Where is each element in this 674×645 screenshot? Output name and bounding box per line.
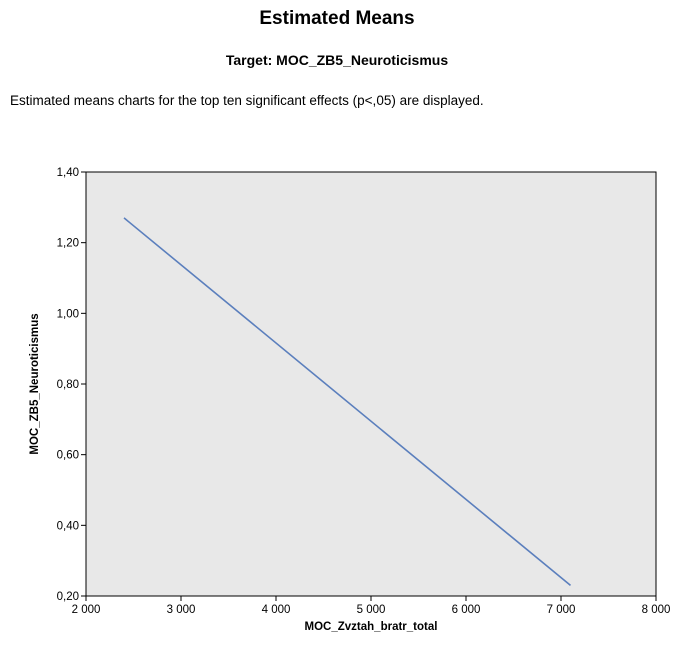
x-axis-ticks: 2 000 3 000 4 000 5 000 6 000 7 000 8 000 (72, 596, 671, 616)
y-tick-label: 1,40 (57, 167, 79, 179)
x-tick-label: 4 000 (262, 604, 291, 616)
x-tick-label: 2 000 (72, 604, 101, 616)
chart-note: Estimated means charts for the top ten s… (10, 93, 484, 108)
x-axis-title: MOC_Zvztah_bratr_total (305, 621, 438, 633)
x-tick-label: 8 000 (642, 604, 671, 616)
plot-area (85, 171, 657, 597)
x-tick-label: 6 000 (452, 604, 481, 616)
estimated-means-line (123, 217, 572, 587)
x-tick-label: 3 000 (167, 604, 196, 616)
y-axis-title: MOC_ZB5_Neuroticismus (29, 313, 41, 454)
y-tick-label: 0,60 (57, 450, 79, 462)
series-layer (123, 217, 572, 587)
y-axis-ticks: 0,20 0,40 0,60 0,80 1,00 1,20 1,40 (57, 167, 86, 603)
y-tick-label: 1,20 (57, 238, 79, 250)
y-tick-label: 1,00 (57, 308, 79, 320)
y-tick-label: 0,40 (57, 520, 79, 532)
y-tick-label: 0,80 (57, 379, 79, 391)
x-tick-label: 7 000 (547, 604, 576, 616)
page-title: Estimated Means (259, 8, 415, 29)
x-tick-label: 5 000 (357, 604, 386, 616)
target-subtitle: Target: MOC_ZB5_Neuroticismus (225, 52, 449, 68)
y-tick-label: 0,20 (57, 591, 79, 603)
